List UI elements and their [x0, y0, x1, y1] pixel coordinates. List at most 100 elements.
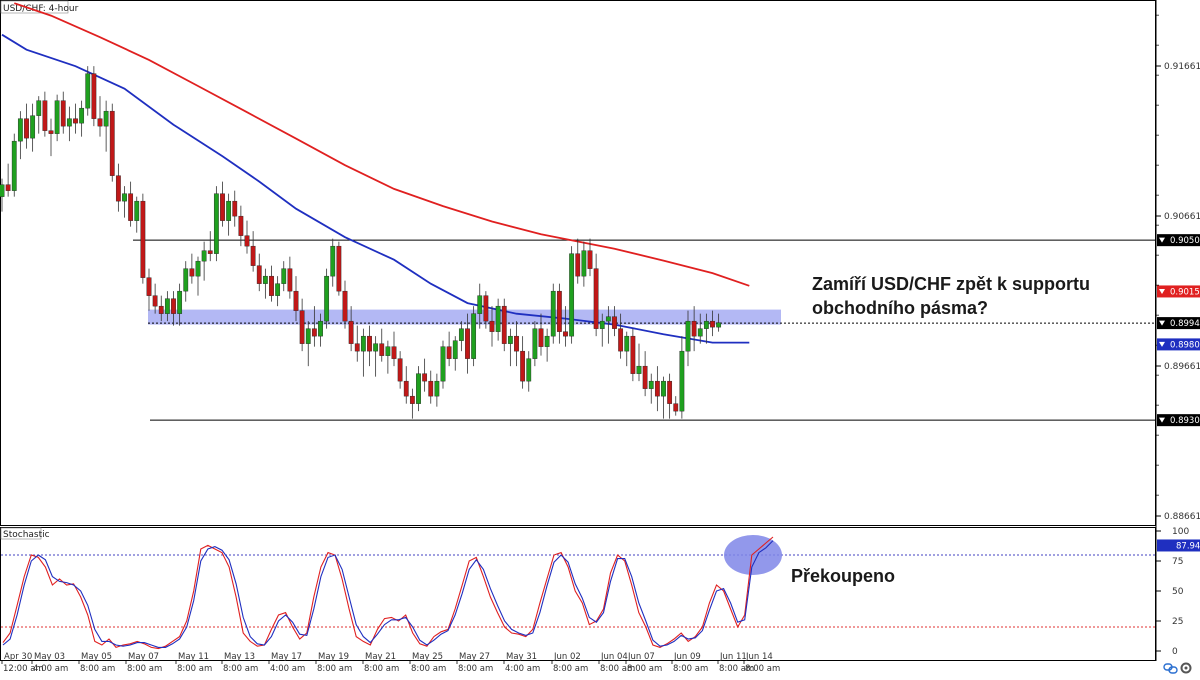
moving-average-red: [14, 2, 750, 287]
candle-body: [667, 380, 673, 404]
time-label: Jun 14: [745, 652, 773, 662]
price-tag-0.90158: [1157, 285, 1200, 298]
candle-body: [342, 290, 348, 322]
candle-body: [538, 328, 544, 347]
link-icon[interactable]: [1163, 663, 1178, 674]
stoch-y-tick-label: 25: [1172, 617, 1183, 627]
price-tag-text: 0.90158: [1170, 287, 1200, 297]
candle-body: [367, 335, 372, 352]
candle-body: [685, 320, 691, 352]
candle-body: [330, 245, 336, 277]
stoch-line-blue: [2, 540, 774, 648]
stoch-y-tick-label: 50: [1172, 587, 1184, 597]
candle-body: [177, 290, 183, 314]
candle-body: [244, 235, 250, 247]
time-label: May 17: [271, 652, 302, 662]
candle-body: [115, 175, 121, 202]
candle-body: [716, 322, 722, 328]
y-tick-label: 0.89661: [1164, 362, 1200, 372]
candle-body: [514, 335, 519, 352]
candle-body: [305, 328, 311, 344]
time-sublabel: 8:00 am: [745, 664, 780, 674]
candle-body: [158, 305, 164, 314]
stoch-y-tick-label: 75: [1172, 557, 1183, 567]
time-label: May 07: [128, 652, 159, 662]
time-label: May 27: [459, 652, 490, 662]
time-sublabel: 8:00 am: [553, 664, 588, 674]
candle-body: [587, 250, 593, 269]
time-label: May 03: [34, 652, 65, 662]
gear-icon[interactable]: [1180, 662, 1192, 674]
candle-body: [697, 328, 703, 337]
candle-body: [207, 250, 213, 254]
candle-body: [324, 275, 330, 322]
candle-body: [54, 100, 60, 134]
time-sublabel: 8:00 am: [177, 664, 212, 674]
candle-body: [501, 305, 507, 344]
price-tag-arrow: [1159, 417, 1165, 423]
candle-body: [458, 328, 464, 341]
candle-body: [299, 310, 305, 344]
candle-body: [60, 100, 66, 127]
candle-body: [550, 290, 556, 337]
price-tag-arrow: [1159, 320, 1165, 326]
candle-body: [673, 403, 679, 412]
time-sublabel: 4:00 am: [270, 664, 305, 674]
candle-body: [336, 245, 342, 292]
stoch-price-tag-text: 87.94: [1176, 541, 1200, 551]
time-label: Jun 02: [553, 652, 581, 662]
candle-body: [465, 328, 470, 359]
candle-body: [703, 320, 709, 329]
time-label: May 25: [412, 652, 443, 662]
candle-body: [452, 340, 458, 359]
candle-body: [661, 380, 666, 397]
candle-body: [477, 295, 483, 314]
candle-body: [520, 350, 526, 382]
time-sublabel: 4:00 am: [33, 664, 68, 674]
time-label: Jun 11: [719, 652, 747, 662]
candle-body: [489, 320, 495, 332]
candle-body: [318, 320, 323, 337]
candle-body: [311, 328, 317, 337]
main-annotation-line-2: obchodního pásma?: [812, 298, 988, 318]
candle-body: [232, 200, 238, 217]
price-tag-0.90500: [1157, 234, 1200, 247]
y-tick-label: 0.90661: [1164, 212, 1200, 222]
stoch-annotation: Překoupeno: [791, 566, 895, 586]
candle-body: [73, 118, 78, 124]
stoch-line-red: [2, 536, 774, 650]
candle-body: [134, 200, 140, 221]
candle-body: [605, 316, 611, 322]
time-label: May 13: [224, 652, 255, 662]
candle-body: [189, 268, 195, 277]
candle-body: [569, 253, 575, 337]
stoch-chart-layer: [1, 535, 1155, 650]
candle-body: [201, 250, 207, 262]
candle-body: [624, 335, 630, 352]
candle-body: [409, 395, 415, 404]
overbought-highlight: [724, 535, 782, 575]
stoch-panel-title: Stochastic: [3, 530, 50, 540]
time-sublabel: 8:00 am: [364, 664, 399, 674]
candle-body: [250, 245, 256, 266]
candle-body: [581, 250, 587, 277]
candle-body: [630, 335, 636, 374]
time-label: Jun 04: [600, 652, 628, 662]
candle-body: [152, 295, 158, 307]
candle-body: [0, 184, 5, 197]
time-label: May 31: [506, 652, 537, 662]
time-label: Jun 07: [627, 652, 655, 662]
time-sublabel: 8:00 am: [317, 664, 352, 674]
y-tick-label: 0.91661: [1164, 62, 1200, 72]
time-label: May 05: [81, 652, 112, 662]
candle-body: [195, 260, 201, 277]
candle-body: [293, 290, 299, 311]
candle-body: [440, 346, 446, 382]
candle-body: [287, 268, 293, 292]
moving-average-blue: [1, 33, 750, 344]
candle-body: [636, 365, 642, 374]
candle-body: [103, 110, 109, 127]
candle-body: [575, 253, 581, 277]
